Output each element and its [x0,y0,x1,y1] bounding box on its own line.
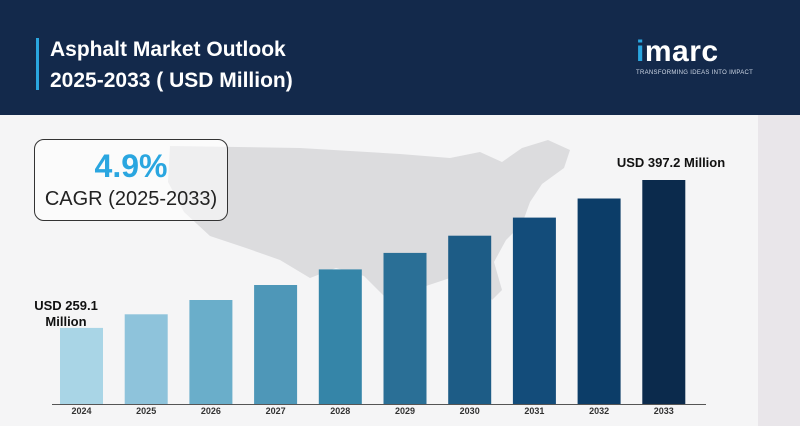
page-title: Asphalt Market Outlook 2025-2033 ( USD M… [50,34,293,96]
imarc-logo-icon: imarc TRANSFORMING IDEAS INTO IMPACT [636,35,756,77]
cagr-value: 4.9% [94,148,168,184]
x-tick-label-2032: 2032 [589,406,609,416]
x-tick-label-2025: 2025 [136,406,156,416]
bar-2024 [60,327,103,404]
bar-2025 [124,314,168,404]
x-tick-label-2029: 2029 [395,406,415,416]
first-value-label-line-1: USD 259.1 [34,298,98,313]
title-accent-bar [36,38,39,90]
bar-2027 [254,285,298,404]
x-tick-label-2028: 2028 [330,406,350,416]
title-line-2: 2025-2033 ( USD Million) [50,69,293,92]
x-tick-label-2027: 2027 [266,406,286,416]
first-value-label-line-2: Million [45,314,87,329]
x-tick-label-2026: 2026 [201,406,221,416]
bar-2031 [512,217,556,404]
bar-2028 [318,269,362,404]
bar-2032 [577,198,621,404]
bar-2030 [448,235,492,404]
last-value-label: USD 397.2 Million [616,155,726,170]
logo-tagline: TRANSFORMING IDEAS INTO IMPACT [636,70,754,76]
cagr-label: CAGR (2025-2033) [44,188,218,210]
cagr-box: 4.9% CAGR (2025-2033) [34,139,228,221]
bar-2029 [383,252,427,404]
x-tick-label-2033: 2033 [654,406,674,416]
logo-brand: imarc [636,35,719,68]
header-banner: Asphalt Market Outlook 2025-2033 ( USD M… [0,0,800,115]
first-value-label: USD 259.1 Million [34,298,98,330]
x-tick-label-2031: 2031 [524,406,544,416]
title-line-1: Asphalt Market Outlook [50,38,286,61]
bar-2033 [642,180,686,404]
bar-2026 [189,300,233,404]
right-decor-strip [758,115,800,426]
x-tick-label-2030: 2030 [460,406,480,416]
x-tick-label-2024: 2024 [71,406,91,416]
